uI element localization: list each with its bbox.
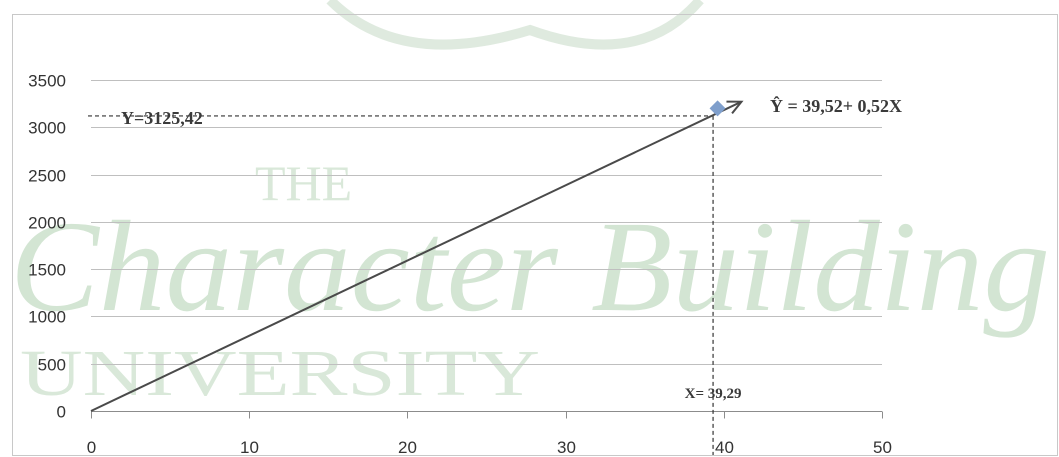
y-value-label: Y=3125,42 xyxy=(121,108,203,128)
watermark-line3: UNIVERSITY xyxy=(20,337,540,410)
y-tick-label: 3500 xyxy=(28,72,66,91)
watermark-line2: Character Building xyxy=(10,195,1050,339)
y-tick-label: 2500 xyxy=(28,167,66,186)
x-tick-label: 0 xyxy=(87,438,96,457)
axes xyxy=(91,411,883,419)
x-tick-label: 20 xyxy=(398,438,417,457)
data-point xyxy=(709,100,726,117)
y-tick-label: 0 xyxy=(57,403,66,422)
annotations: Ŷ = 39,52+ 0,52X Y=3125,42 X= 39,29 xyxy=(121,95,902,402)
x-tick-label: 10 xyxy=(240,438,259,457)
watermark-line1: THE xyxy=(255,155,352,211)
y-tick-label: 1500 xyxy=(28,261,66,280)
regression-line xyxy=(90,100,742,412)
x-tick-label: 50 xyxy=(873,438,892,457)
series-layer xyxy=(90,100,744,412)
y-tick-labels: 0 500 1000 1500 2000 2500 3000 3500 xyxy=(28,72,66,422)
equation-label: Ŷ = 39,52+ 0,52X xyxy=(770,95,902,116)
y-tick-label: 500 xyxy=(38,356,66,375)
y-tick-label: 1000 xyxy=(28,308,66,327)
y-tick-label: 3000 xyxy=(28,119,66,138)
chart-frame xyxy=(12,14,1058,456)
y-tick-label: 2000 xyxy=(28,214,66,233)
x-tick-label: 40 xyxy=(715,438,734,457)
watermark: THE Character Building UNIVERSITY xyxy=(10,0,1050,410)
x-tick-label: 30 xyxy=(557,438,576,457)
arrow-head-icon xyxy=(726,100,744,115)
x-value-label: X= 39,29 xyxy=(685,386,742,402)
watermark-arch-icon xyxy=(326,0,704,50)
guide-lines xyxy=(88,115,714,455)
x-tick-labels: 0 10 20 30 40 50 xyxy=(87,438,892,457)
gridlines xyxy=(91,80,882,365)
